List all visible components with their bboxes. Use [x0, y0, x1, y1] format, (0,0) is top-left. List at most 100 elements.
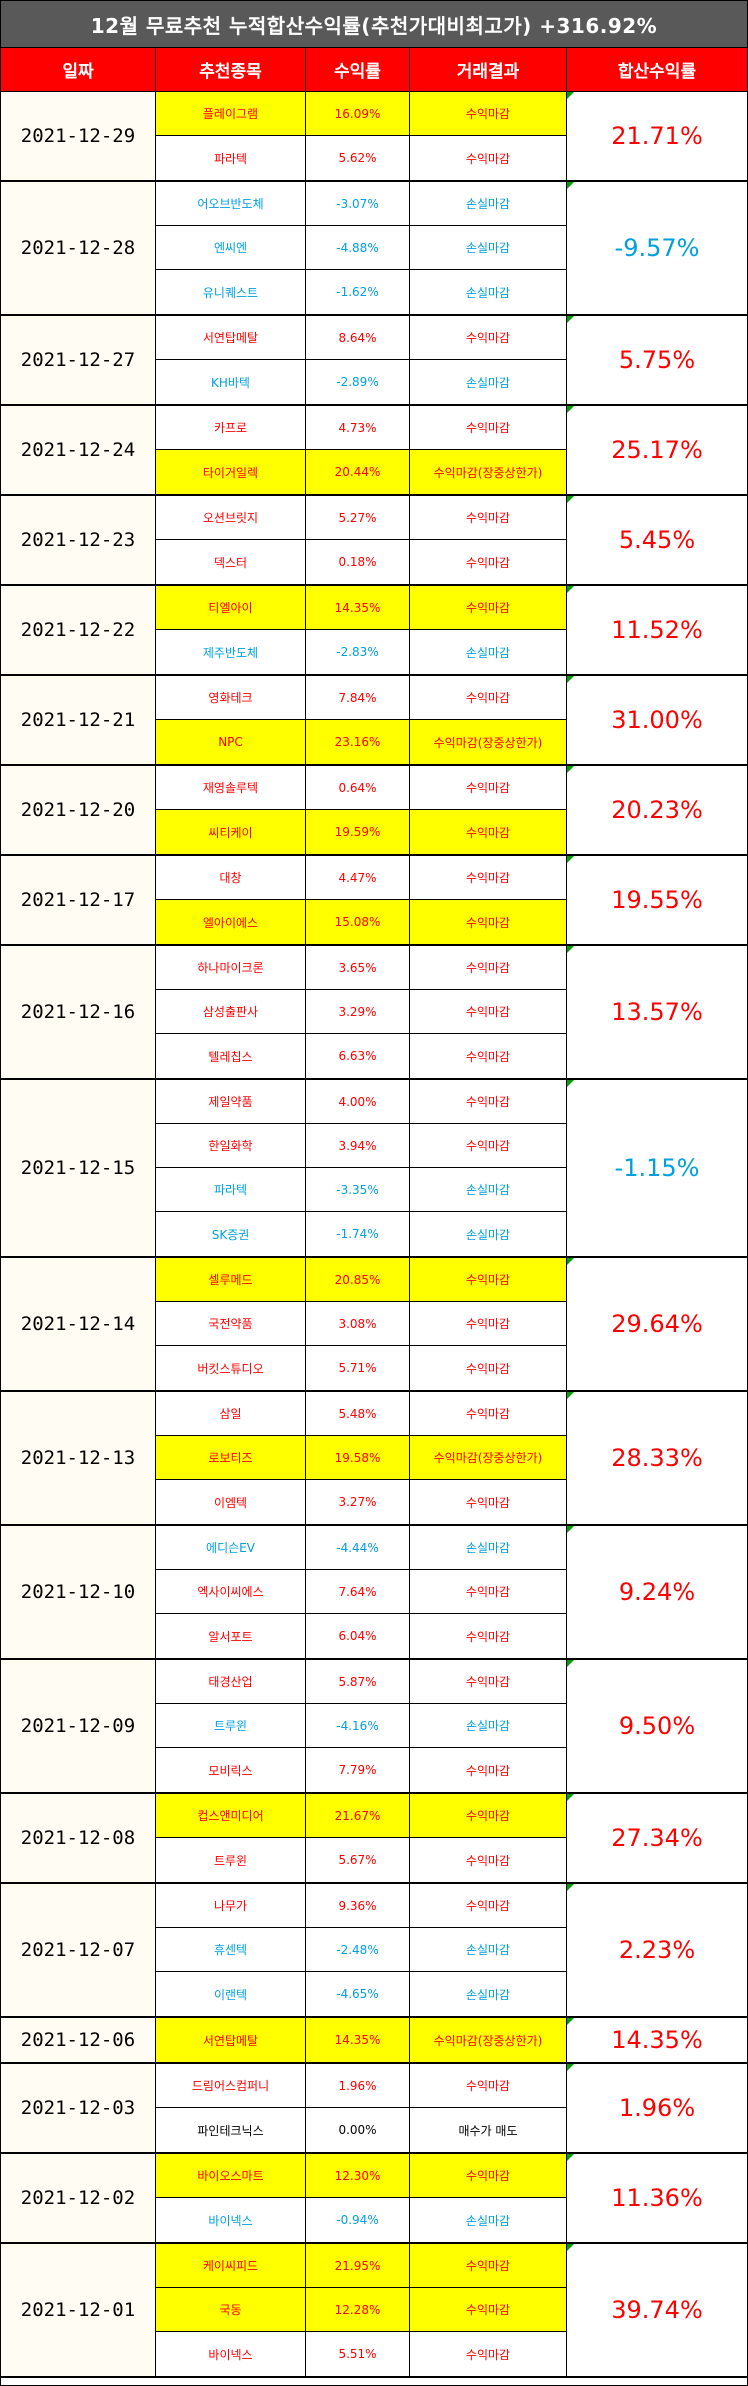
cell-comment-marker-icon: [567, 316, 574, 323]
stock-name: 플레이그램: [156, 92, 306, 135]
return-value: 4.00%: [306, 1080, 410, 1123]
group-date: 2021-12-17: [1, 856, 156, 944]
trade-result: 손실마감: [410, 630, 567, 674]
cumulative-return: 14.35%: [567, 2018, 747, 2062]
table-row: 제일약품 4.00% 수익마감: [156, 1080, 567, 1124]
cell-comment-marker-icon: [567, 182, 574, 189]
group-date: 2021-12-21: [1, 676, 156, 764]
table-row: 트루윈 -4.16% 손실마감: [156, 1704, 567, 1748]
cumulative-return-value: 9.50%: [618, 1712, 696, 1740]
cumulative-return: -1.15%: [567, 1080, 747, 1256]
return-value: 15.08%: [306, 900, 410, 944]
cell-comment-marker-icon: [567, 766, 574, 773]
trade-result: 수익마감: [410, 406, 567, 449]
trade-result: 손실마감: [410, 1526, 567, 1569]
group-date: 2021-12-09: [1, 1660, 156, 1792]
return-value: 20.85%: [306, 1258, 410, 1301]
cumulative-return-value: 14.35%: [611, 2026, 703, 2054]
stock-name: 제주반도체: [156, 630, 306, 674]
trade-result: 수익마감: [410, 946, 567, 989]
cumulative-return: 19.55%: [567, 856, 747, 944]
return-value: 19.59%: [306, 810, 410, 854]
stock-name: 티엘아이: [156, 586, 306, 629]
cumulative-return-value: 11.52%: [611, 616, 703, 644]
table-row: 휴센텍 -2.48% 손실마감: [156, 1928, 567, 1972]
group-date: 2021-12-23: [1, 496, 156, 584]
return-value: -2.83%: [306, 630, 410, 674]
stock-name: 재영솔루텍: [156, 766, 306, 809]
return-value: 14.35%: [306, 2018, 410, 2062]
trade-result: 수익마감(장중상한가): [410, 1436, 567, 1479]
group-date: 2021-12-29: [1, 92, 156, 180]
date-group: 2021-12-10 에디슨EV -4.44% 손실마감 엑사이씨에스 7.64% 수익마감…: [1, 1526, 747, 1660]
return-value: 0.64%: [306, 766, 410, 809]
cumulative-return-value: 1.96%: [618, 2094, 696, 2122]
stock-name: 어오브반도체: [156, 182, 306, 225]
stock-name: 서연탑메탈: [156, 316, 306, 359]
return-value: -1.62%: [306, 270, 410, 314]
stock-name: 알서포트: [156, 1614, 306, 1658]
table-row: 서연탑메탈 14.35% 수익마감(장중상한가): [156, 2018, 567, 2062]
stock-name: 영화테크: [156, 676, 306, 719]
table-row: 텔레칩스 6.63% 수익마감: [156, 1034, 567, 1078]
date-group: 2021-12-23 오션브릿지 5.27% 수익마감 덱스터 0.18% 수익마감 5.45…: [1, 496, 747, 586]
cell-comment-marker-icon: [567, 2018, 574, 2025]
group-rows: 서연탑메탈 14.35% 수익마감(장중상한가): [156, 2018, 567, 2062]
table-row: 씨티케이 19.59% 수익마감: [156, 810, 567, 854]
group-rows: 카프로 4.73% 수익마감 타이거일렉 20.44% 수익마감(장중상한가): [156, 406, 567, 494]
trade-result: 수익마감: [410, 1570, 567, 1613]
stock-name: 엑사이씨에스: [156, 1570, 306, 1613]
table-row: 오션브릿지 5.27% 수익마감: [156, 496, 567, 540]
stock-name: 바이넥스: [156, 2198, 306, 2242]
cumulative-return: 31.00%: [567, 676, 747, 764]
table-row: 서연탑메탈 8.64% 수익마감: [156, 316, 567, 360]
cell-comment-marker-icon: [567, 1526, 574, 1533]
header-result: 거래결과: [410, 48, 567, 91]
trade-result: 수익마감: [410, 2332, 567, 2376]
trade-result: 수익마감: [410, 496, 567, 539]
stock-name: 파인테크닉스: [156, 2108, 306, 2152]
stock-name: 트루윈: [156, 1838, 306, 1882]
return-value: 12.28%: [306, 2288, 410, 2331]
stock-name: 삼일: [156, 1392, 306, 1435]
return-value: 1.96%: [306, 2064, 410, 2107]
cumulative-return: -9.57%: [567, 182, 747, 314]
trade-result: 손실마감: [410, 270, 567, 314]
group-date: 2021-12-07: [1, 1884, 156, 2016]
cell-comment-marker-icon: [567, 1660, 574, 1667]
cumulative-return-value: 31.00%: [611, 706, 703, 734]
header-return: 수익률: [306, 48, 410, 91]
group-rows: 어오브반도체 -3.07% 손실마감 엔씨엔 -4.88% 손실마감 유니퀘스트 -1.62%…: [156, 182, 567, 314]
table-row: 엔씨엔 -4.88% 손실마감: [156, 226, 567, 270]
stock-name: 이랜텍: [156, 1972, 306, 2016]
group-date: 2021-12-10: [1, 1526, 156, 1658]
group-date: 2021-12-03: [1, 2064, 156, 2152]
group-rows: 재영솔루텍 0.64% 수익마감 씨티케이 19.59% 수익마감: [156, 766, 567, 854]
header-date: 일짜: [1, 48, 156, 91]
return-value: 5.48%: [306, 1392, 410, 1435]
trade-result: 수익마감: [410, 2064, 567, 2107]
trade-result: 수익마감: [410, 766, 567, 809]
group-rows: 제일약품 4.00% 수익마감 한일화학 3.94% 수익마감 파라텍 -3.35% 손실마감 S…: [156, 1080, 567, 1256]
stock-name: KH바텍: [156, 360, 306, 404]
date-group: 2021-12-02 바이오스마트 12.30% 수익마감 바이넥스 -0.94% 손실마감…: [1, 2154, 747, 2244]
stock-name: 버킷스튜디오: [156, 1346, 306, 1390]
stock-name: 바이넥스: [156, 2332, 306, 2376]
return-value: -2.89%: [306, 360, 410, 404]
date-group: 2021-12-14 셀루메드 20.85% 수익마감 국전약품 3.08% 수익마감 버킷스…: [1, 1258, 747, 1392]
return-value: 7.79%: [306, 1748, 410, 1792]
cumulative-return: 11.36%: [567, 2154, 747, 2242]
table-row: 드림어스컴퍼니 1.96% 수익마감: [156, 2064, 567, 2108]
return-value: 21.95%: [306, 2244, 410, 2287]
table-row: 플레이그램 16.09% 수익마감: [156, 92, 567, 136]
table-row: 컵스앤미디어 21.67% 수익마감: [156, 1794, 567, 1838]
group-date: 2021-12-06: [1, 2018, 156, 2062]
cell-comment-marker-icon: [567, 676, 574, 683]
table-row: 카프로 4.73% 수익마감: [156, 406, 567, 450]
cell-comment-marker-icon: [567, 496, 574, 503]
table-row: 이엠텍 3.27% 수익마감: [156, 1480, 567, 1524]
stock-name: 덱스터: [156, 540, 306, 584]
return-value: 16.09%: [306, 92, 410, 135]
cumulative-return: 21.71%: [567, 92, 747, 180]
return-value: 5.87%: [306, 1660, 410, 1703]
